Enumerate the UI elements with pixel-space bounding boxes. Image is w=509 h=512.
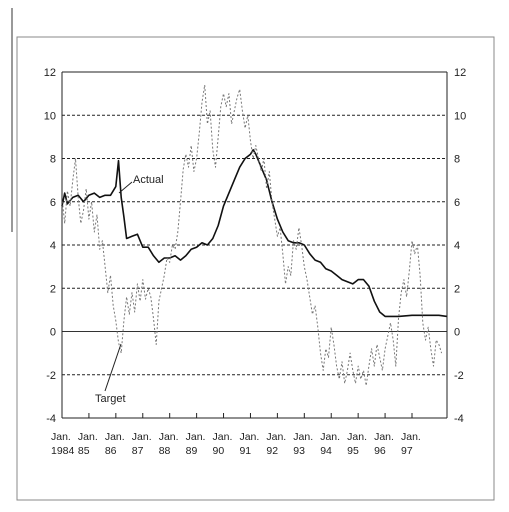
x-tick-label: Jan.	[213, 431, 233, 443]
x-tick-label: Jan.	[239, 431, 259, 443]
x-tick-label: 86	[105, 445, 117, 457]
annotations: Actual Target	[95, 174, 164, 405]
x-tick-label: 89	[186, 445, 198, 457]
x-tick-label: 92	[266, 445, 278, 457]
x-tick-label: Jan.	[159, 431, 179, 443]
x-tick-label: 87	[132, 445, 144, 457]
x-tick-label: 88	[159, 445, 171, 457]
y-tick-label-right: 0	[454, 327, 460, 339]
y-tick-label-left: 8	[50, 154, 56, 166]
y-tick-label-left: 12	[44, 67, 56, 79]
x-tick-label: Jan.	[105, 431, 125, 443]
x-tick-label: 91	[239, 445, 251, 457]
chart-frame	[16, 36, 495, 501]
x-tick-label: Jan.	[374, 431, 394, 443]
y-tick-label-left: 10	[44, 110, 56, 122]
x-tick-label: Jan.	[293, 431, 313, 443]
y-tick-label-right: 10	[454, 110, 466, 122]
y-tick-label-left: 6	[50, 197, 56, 209]
gridlines	[62, 114, 447, 376]
x-tick-label: Jan.	[266, 431, 286, 443]
x-tick-label: 93	[293, 445, 305, 457]
y-tick-label-right: -2	[454, 370, 464, 382]
y-tick-label-right: 6	[454, 197, 460, 209]
x-tick-label: Jan.	[51, 431, 71, 443]
annotation-actual-leader	[118, 181, 133, 194]
y-tick-label-right: 8	[454, 154, 460, 166]
y-tick-label-left: 0	[50, 327, 56, 339]
x-tick-label: 90	[213, 445, 225, 457]
x-tick-label: Jan.	[401, 431, 421, 443]
x-tick-label: Jan.	[347, 431, 367, 443]
y-tick-label-left: -2	[46, 370, 56, 382]
x-tick-label: Jan.	[186, 431, 206, 443]
annotation-target: Target	[95, 393, 126, 405]
x-tick-label: 95	[347, 445, 359, 457]
y-tick-label-left: 4	[50, 240, 56, 252]
series-line-actual	[61, 149, 448, 318]
x-tick-label: Jan.	[132, 431, 152, 443]
axes	[61, 71, 448, 419]
annotation-actual: Actual	[133, 174, 164, 186]
x-tick-label: 94	[320, 445, 332, 457]
y-tick-label-left: -4	[46, 413, 56, 425]
x-tick-label: 96	[374, 445, 386, 457]
y-tick-label-right: 2	[454, 283, 460, 295]
y-tick-label-left: 2	[50, 283, 56, 295]
series-line-target	[61, 84, 443, 387]
y-tick-label-right: 4	[454, 240, 460, 252]
x-tick-label: 1984	[51, 445, 75, 457]
annotation-target-leader	[104, 343, 122, 392]
y-tick-label-right: 12	[454, 67, 466, 79]
x-tick-label: Jan.	[320, 431, 340, 443]
x-tick-label: Jan.	[78, 431, 98, 443]
y-tick-label-right: -4	[454, 413, 464, 425]
series-layer	[61, 84, 448, 387]
x-tick-label: 85	[78, 445, 90, 457]
x-tick-label: 97	[401, 445, 413, 457]
